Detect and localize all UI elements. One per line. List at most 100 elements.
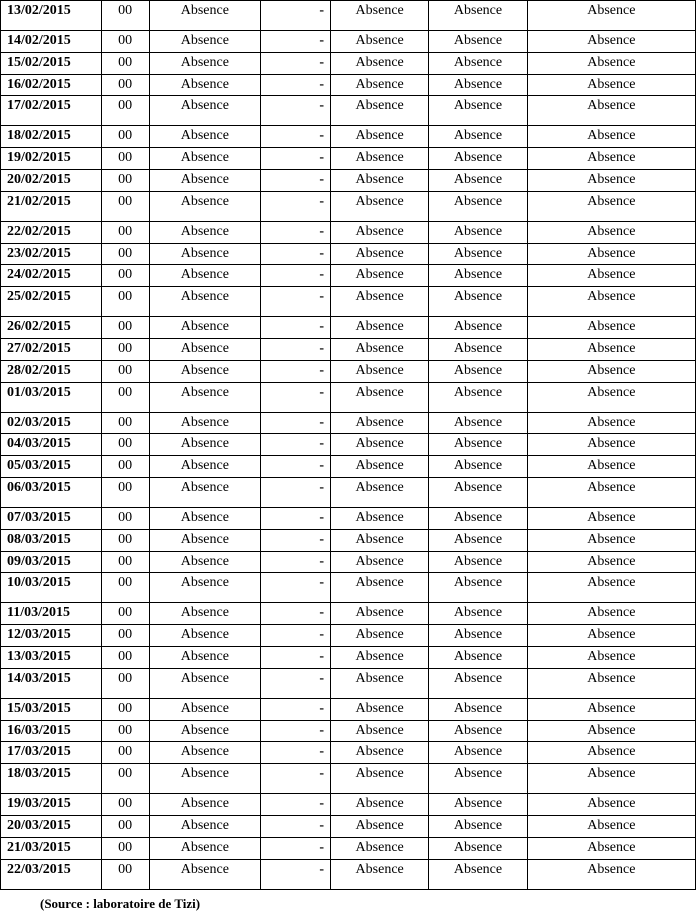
- value-cell: -: [261, 625, 331, 647]
- value-cell: Absence: [429, 52, 527, 74]
- value-cell: -: [261, 837, 331, 859]
- table-row: 28/02/201500Absence-AbsenceAbsenceAbsenc…: [1, 360, 696, 382]
- table-row: 15/02/201500Absence-AbsenceAbsenceAbsenc…: [1, 52, 696, 74]
- value-cell: -: [261, 742, 331, 764]
- value-cell: Absence: [429, 243, 527, 265]
- value-cell: 00: [101, 837, 149, 859]
- table-row: 18/02/201500Absence-AbsenceAbsenceAbsenc…: [1, 126, 696, 148]
- value-cell: Absence: [429, 148, 527, 170]
- date-cell: 14/03/2015: [1, 668, 102, 698]
- value-cell: Absence: [429, 1, 527, 31]
- value-cell: Absence: [527, 742, 695, 764]
- value-cell: Absence: [527, 169, 695, 191]
- value-cell: Absence: [149, 551, 260, 573]
- date-cell: 16/02/2015: [1, 74, 102, 96]
- value-cell: Absence: [527, 265, 695, 287]
- value-cell: Absence: [330, 1, 428, 31]
- value-cell: 00: [101, 96, 149, 126]
- value-cell: Absence: [429, 360, 527, 382]
- date-cell: 08/03/2015: [1, 529, 102, 551]
- value-cell: Absence: [149, 31, 260, 53]
- value-cell: 00: [101, 169, 149, 191]
- table-row: 14/02/201500Absence-AbsenceAbsenceAbsenc…: [1, 31, 696, 53]
- value-cell: 00: [101, 382, 149, 412]
- value-cell: Absence: [330, 720, 428, 742]
- value-cell: Absence: [149, 243, 260, 265]
- value-cell: Absence: [330, 646, 428, 668]
- date-cell: 17/03/2015: [1, 742, 102, 764]
- value-cell: Absence: [429, 287, 527, 317]
- value-cell: Absence: [527, 720, 695, 742]
- value-cell: Absence: [527, 382, 695, 412]
- value-cell: Absence: [527, 477, 695, 507]
- table-row: 22/03/201500Absence-AbsenceAbsenceAbsenc…: [1, 859, 696, 889]
- value-cell: -: [261, 412, 331, 434]
- table-row: 11/03/201500Absence-AbsenceAbsenceAbsenc…: [1, 603, 696, 625]
- date-cell: 13/02/2015: [1, 1, 102, 31]
- value-cell: Absence: [429, 529, 527, 551]
- value-cell: Absence: [149, 625, 260, 647]
- value-cell: -: [261, 859, 331, 889]
- value-cell: 00: [101, 603, 149, 625]
- value-cell: Absence: [429, 625, 527, 647]
- date-cell: 11/03/2015: [1, 603, 102, 625]
- value-cell: Absence: [149, 191, 260, 221]
- value-cell: 00: [101, 573, 149, 603]
- value-cell: Absence: [149, 698, 260, 720]
- value-cell: Absence: [527, 603, 695, 625]
- value-cell: Absence: [527, 360, 695, 382]
- value-cell: 00: [101, 52, 149, 74]
- value-cell: 00: [101, 265, 149, 287]
- value-cell: Absence: [527, 74, 695, 96]
- value-cell: 00: [101, 287, 149, 317]
- table-row: 21/02/201500Absence-AbsenceAbsenceAbsenc…: [1, 191, 696, 221]
- table-row: 07/03/201500Absence-AbsenceAbsenceAbsenc…: [1, 507, 696, 529]
- value-cell: Absence: [527, 52, 695, 74]
- value-cell: -: [261, 360, 331, 382]
- value-cell: 00: [101, 456, 149, 478]
- table-row: 04/03/201500Absence-AbsenceAbsenceAbsenc…: [1, 434, 696, 456]
- value-cell: -: [261, 126, 331, 148]
- value-cell: Absence: [149, 52, 260, 74]
- value-cell: 00: [101, 1, 149, 31]
- value-cell: Absence: [527, 1, 695, 31]
- value-cell: Absence: [429, 456, 527, 478]
- value-cell: Absence: [149, 742, 260, 764]
- value-cell: Absence: [330, 243, 428, 265]
- value-cell: 00: [101, 221, 149, 243]
- value-cell: Absence: [429, 573, 527, 603]
- value-cell: Absence: [527, 859, 695, 889]
- value-cell: -: [261, 96, 331, 126]
- value-cell: Absence: [149, 317, 260, 339]
- value-cell: Absence: [429, 859, 527, 889]
- value-cell: Absence: [330, 338, 428, 360]
- value-cell: -: [261, 698, 331, 720]
- value-cell: -: [261, 52, 331, 74]
- value-cell: Absence: [149, 126, 260, 148]
- date-cell: 23/02/2015: [1, 243, 102, 265]
- value-cell: 00: [101, 698, 149, 720]
- value-cell: Absence: [330, 287, 428, 317]
- value-cell: Absence: [429, 434, 527, 456]
- value-cell: -: [261, 815, 331, 837]
- value-cell: Absence: [429, 698, 527, 720]
- value-cell: Absence: [149, 646, 260, 668]
- value-cell: Absence: [330, 507, 428, 529]
- value-cell: 00: [101, 148, 149, 170]
- value-cell: Absence: [330, 31, 428, 53]
- value-cell: -: [261, 434, 331, 456]
- table-row: 19/03/201500Absence-AbsenceAbsenceAbsenc…: [1, 794, 696, 816]
- value-cell: Absence: [149, 573, 260, 603]
- date-cell: 22/02/2015: [1, 221, 102, 243]
- value-cell: Absence: [527, 31, 695, 53]
- value-cell: Absence: [429, 477, 527, 507]
- date-cell: 12/03/2015: [1, 625, 102, 647]
- date-cell: 15/02/2015: [1, 52, 102, 74]
- value-cell: Absence: [149, 764, 260, 794]
- value-cell: Absence: [429, 815, 527, 837]
- date-cell: 17/02/2015: [1, 96, 102, 126]
- value-cell: Absence: [429, 412, 527, 434]
- value-cell: Absence: [429, 338, 527, 360]
- value-cell: Absence: [527, 287, 695, 317]
- value-cell: Absence: [149, 837, 260, 859]
